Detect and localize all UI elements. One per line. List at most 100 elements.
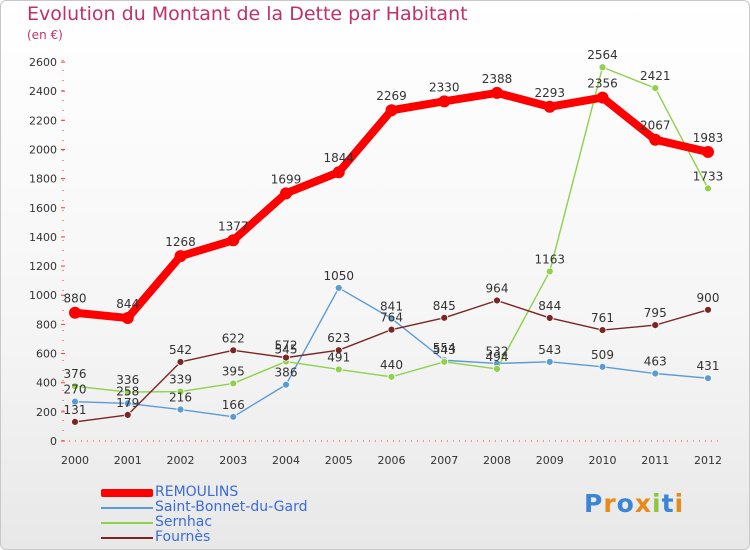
data-point [69, 306, 81, 319]
data-label: 386 [275, 366, 298, 380]
data-label: 622 [222, 331, 245, 345]
chart-unit-label: (en €) [27, 28, 63, 42]
logo-letter: x [634, 489, 652, 518]
data-label: 844 [116, 297, 139, 311]
data-label: 1050 [323, 269, 354, 283]
data-point [280, 187, 292, 200]
data-label: 572 [275, 339, 298, 353]
data-label: 491 [327, 350, 350, 364]
data-point [651, 321, 660, 330]
data-point [651, 369, 660, 378]
data-label: 845 [433, 299, 456, 313]
data-point [598, 362, 607, 371]
data-label: 463 [644, 355, 667, 369]
data-label: 258 [116, 384, 139, 398]
data-point [649, 133, 662, 146]
data-point [440, 313, 449, 322]
x-tick-label: 2010 [589, 454, 617, 467]
x-tick-label: 2000 [61, 454, 89, 467]
data-point [598, 326, 607, 334]
data-label: 2330 [429, 80, 460, 94]
data-label: 1163 [534, 252, 565, 266]
data-label: 554 [433, 341, 456, 355]
data-point [543, 100, 556, 113]
data-point [71, 397, 79, 406]
proxiti-logo: Proxiti [584, 489, 684, 518]
data-point [176, 405, 185, 414]
legend-swatch-saint-bonnet [101, 507, 153, 509]
data-label: 494 [486, 350, 509, 364]
x-tick-label: 2012 [694, 454, 722, 467]
logo-letter: P [584, 489, 604, 518]
data-point [71, 418, 79, 426]
data-label: 2067 [640, 119, 671, 133]
data-point [121, 311, 134, 324]
data-label: 623 [327, 331, 350, 345]
data-label: 336 [116, 373, 139, 387]
data-point [229, 379, 238, 388]
y-tick-label: 2200 [29, 114, 57, 127]
legend-label-sernhac: Sernhac [155, 514, 213, 530]
series-layer [69, 63, 714, 426]
data-label: 545 [275, 343, 298, 357]
data-label: 1983 [693, 131, 724, 145]
data-point [334, 346, 343, 355]
data-label: 2269 [376, 89, 407, 103]
data-point [651, 84, 660, 92]
data-label: 2356 [587, 77, 618, 91]
data-label: 764 [380, 311, 403, 325]
logo-letter: o [616, 489, 635, 518]
logo-letter: r [603, 489, 617, 518]
y-tick-label: 2000 [29, 143, 57, 156]
data-point [387, 372, 396, 381]
legend-swatch-sernhac [101, 522, 153, 524]
legend-swatch-fournes [101, 537, 153, 539]
data-label: 431 [697, 359, 720, 373]
data-point [176, 387, 185, 396]
data-label: 2421 [640, 69, 671, 83]
data-label: 761 [591, 311, 614, 325]
data-point [598, 63, 607, 72]
data-label: 270 [64, 383, 87, 397]
data-label: 2564 [587, 48, 618, 62]
data-label: 880 [64, 292, 87, 306]
data-label: 2293 [534, 86, 565, 100]
data-point [387, 325, 396, 334]
data-label: 543 [538, 343, 561, 357]
y-tick-label: 1800 [29, 173, 57, 186]
y-tick-label: 800 [36, 318, 57, 331]
data-point [545, 357, 554, 366]
data-label: 1699 [271, 172, 302, 186]
data-label: 509 [591, 348, 614, 362]
data-label: 964 [486, 281, 509, 295]
x-tick-label: 2002 [167, 454, 195, 467]
data-point [702, 145, 714, 158]
x-tick-label: 2011 [641, 454, 669, 467]
data-point [545, 314, 554, 322]
y-tick-label: 200 [36, 406, 57, 419]
y-tick-label: 1600 [29, 202, 57, 215]
data-point [387, 314, 396, 323]
data-label: 795 [644, 306, 667, 320]
data-point [704, 184, 712, 193]
x-tick-label: 2005 [325, 454, 353, 467]
y-tick-label: 2400 [29, 85, 57, 98]
x-tick-label: 2009 [536, 454, 564, 467]
data-label: 532 [486, 344, 509, 358]
data-label: 440 [380, 358, 403, 372]
series-line-0 [71, 88, 712, 322]
data-point [123, 388, 132, 396]
data-point [282, 380, 290, 389]
y-tick-label: 2600 [29, 56, 57, 69]
y-tick-label: 1000 [29, 289, 57, 302]
y-tick-label: 400 [36, 377, 57, 390]
x-tick-label: 2003 [219, 454, 247, 467]
y-tick-label: 0 [50, 435, 57, 448]
data-point [229, 412, 238, 421]
data-point [123, 411, 132, 419]
data-point [334, 284, 343, 292]
legend-label-fournes: Fournès [155, 529, 211, 545]
data-point [227, 234, 240, 247]
data-label: 1268 [165, 235, 196, 249]
